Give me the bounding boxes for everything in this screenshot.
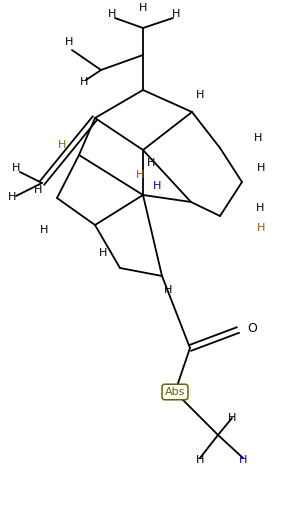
Text: H: H xyxy=(153,181,161,191)
Text: H: H xyxy=(108,9,116,19)
Text: H: H xyxy=(58,140,66,150)
Text: H: H xyxy=(164,285,172,295)
Text: H: H xyxy=(8,192,16,202)
Text: H: H xyxy=(257,163,265,173)
Text: O: O xyxy=(247,322,257,334)
Text: Abs: Abs xyxy=(165,387,185,397)
Text: H: H xyxy=(254,133,262,143)
Text: H: H xyxy=(80,77,88,87)
Text: H: H xyxy=(136,170,144,180)
Text: H: H xyxy=(239,455,247,465)
Text: H: H xyxy=(257,223,265,233)
Text: H: H xyxy=(99,248,107,258)
Text: H: H xyxy=(34,185,42,195)
Text: H: H xyxy=(40,225,48,235)
Text: H: H xyxy=(12,163,20,173)
Text: H: H xyxy=(172,9,180,19)
Text: H: H xyxy=(228,413,236,423)
Text: H: H xyxy=(65,37,73,47)
Text: H: H xyxy=(196,455,204,465)
Text: H: H xyxy=(256,203,264,213)
Text: H: H xyxy=(147,158,155,168)
Text: H: H xyxy=(139,3,147,13)
Text: H: H xyxy=(196,90,204,100)
